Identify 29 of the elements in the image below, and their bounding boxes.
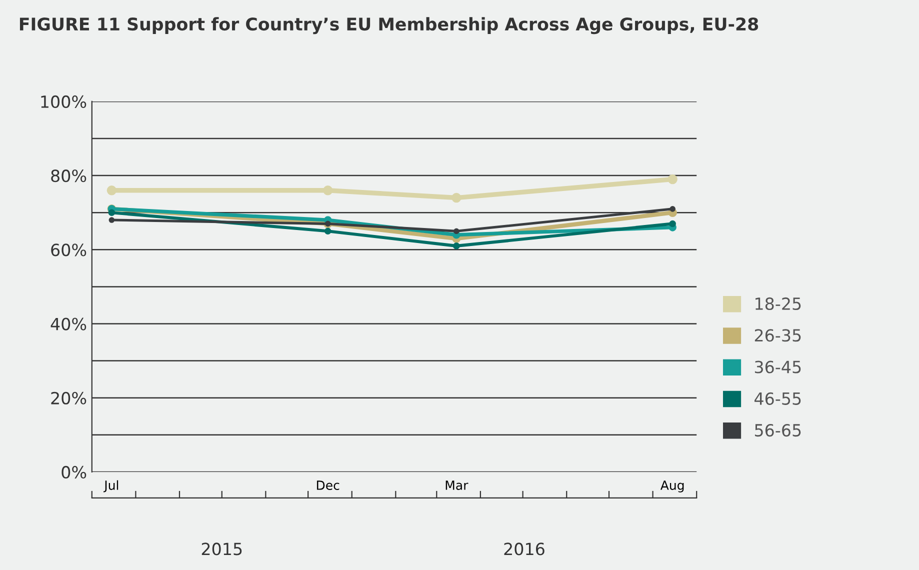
point [668, 174, 678, 184]
x-tick-label: Mar [446, 480, 468, 490]
point [670, 206, 676, 212]
legend-label: 18-25 [756, 297, 801, 310]
y-tick-label: 0% [62, 466, 86, 479]
legend-label: 46-55 [754, 392, 801, 405]
point [108, 217, 115, 223]
y-tick-label: 40% [50, 318, 86, 330]
y-tick-label: 60% [51, 244, 86, 256]
text: 2015 [202, 542, 242, 556]
point [669, 220, 676, 228]
point [106, 186, 117, 196]
x-tick-label: Jul [103, 480, 118, 492]
y-tick-label: 20% [51, 392, 86, 404]
legend-label: 56-65 [754, 424, 801, 437]
point [452, 192, 462, 203]
y-tick-label: 80% [51, 170, 86, 182]
point [322, 186, 333, 196]
x-tick-label: Dec [316, 480, 340, 490]
text: 2016 [504, 542, 544, 556]
point [453, 242, 460, 250]
point [454, 228, 460, 234]
legend-label: 36-45 [754, 360, 801, 374]
y-tick-label: 100% [41, 95, 86, 108]
legend-label: 26-35 [754, 329, 801, 342]
chart-title: FIGURE 11 Support for Country’s EU Membership Across Age Groups, EU-28 [20, 17, 758, 34]
x-tick-label: Aug [660, 480, 684, 492]
point [324, 228, 332, 235]
point [108, 209, 116, 216]
